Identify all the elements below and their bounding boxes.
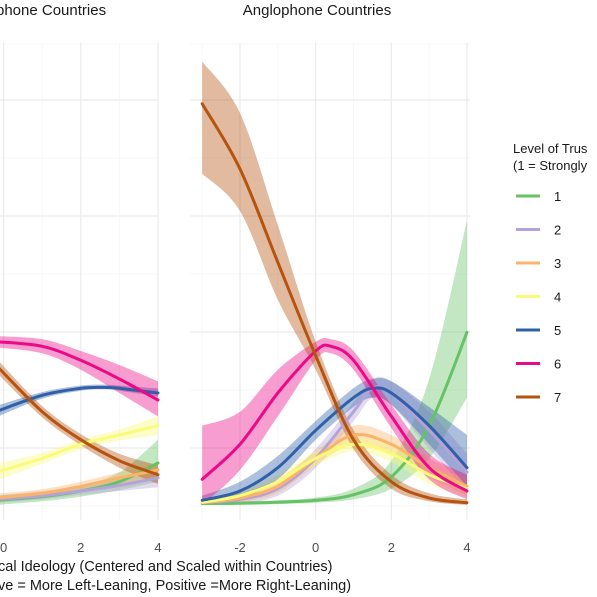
series-lines: [0, 340, 160, 502]
x-tick-label: -2: [234, 540, 246, 555]
line-series-7: [0, 367, 160, 477]
legend: Level of Trus (1 = Strongly 1 2 3 4 5 6 7: [513, 141, 588, 405]
ribbon-series-7: [202, 61, 467, 505]
legend-label-5: 5: [554, 323, 561, 338]
line-series-5: [200, 386, 469, 502]
legend-title-line2: (1 = Strongly: [513, 158, 588, 173]
line-series-6: [0, 340, 160, 402]
x-tick-label: 0: [0, 540, 7, 555]
legend-label-2: 2: [554, 223, 561, 238]
line-series-2: [0, 476, 160, 501]
x-tick-label: 2: [388, 540, 395, 555]
panel-0: 0 2 4: [0, 43, 162, 555]
ribbon-series-4: [202, 437, 467, 505]
ribbons: [0, 336, 158, 505]
ribbons: [202, 61, 467, 506]
legend-label-7: 7: [554, 390, 561, 405]
x-tick-label: 0: [312, 540, 319, 555]
panels-group: 0 2 4 -2 0 2 4: [0, 43, 471, 555]
line-series-6: [200, 343, 469, 493]
line-series-7: [200, 102, 469, 505]
legend-items: 1 2 3 4 5 6 7: [516, 189, 561, 405]
ribbon-series-4: [0, 416, 158, 480]
panel-1: -2 0 2 4: [190, 43, 471, 555]
ribbon-series-2: [202, 376, 467, 505]
legend-label-6: 6: [554, 357, 561, 372]
line-series-2: [200, 385, 469, 505]
x-tick-label: 4: [154, 540, 161, 555]
x-axis-subtitle: ve = More Left-Leaning, Positive =More R…: [0, 578, 351, 594]
ribbon-series-3: [0, 462, 158, 501]
line-series-3: [0, 468, 160, 500]
line-series-4: [0, 424, 160, 473]
legend-label-1: 1: [554, 189, 561, 204]
legend-label-4: 4: [554, 290, 561, 305]
panel-title-right: Anglophone Countries: [243, 2, 391, 19]
legend-label-3: 3: [554, 256, 561, 271]
series-lines: [200, 102, 469, 506]
panel-title-left: phone Countries: [0, 2, 106, 19]
ribbon-series-6: [202, 338, 467, 505]
ribbon-series-1: [0, 439, 158, 505]
line-series-5: [0, 385, 160, 412]
line-series-4: [200, 442, 469, 504]
x-tick-label: 2: [77, 540, 84, 555]
x-tick-label: 4: [463, 540, 470, 555]
x-axis-title: cal Ideology (Centered and Scaled within…: [0, 559, 333, 575]
ribbon-series-7: [0, 362, 158, 484]
legend-title-line1: Level of Trus: [513, 141, 588, 156]
